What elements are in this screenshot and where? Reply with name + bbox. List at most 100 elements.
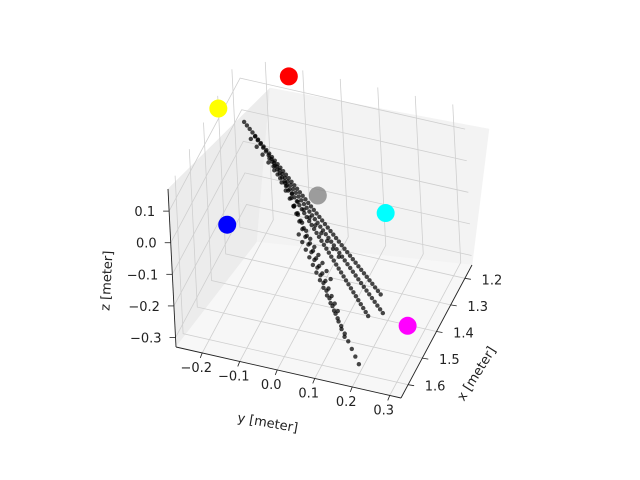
cloud-point	[286, 176, 291, 181]
cloud-point	[254, 144, 259, 149]
cloud-point	[345, 262, 350, 267]
cloud-point	[358, 267, 364, 272]
cloud-point	[299, 198, 304, 203]
cloud-point	[324, 238, 330, 244]
cloud-point	[329, 254, 334, 259]
cloud-point	[331, 258, 336, 263]
cloud-point	[331, 308, 337, 313]
cloud-point	[241, 119, 247, 125]
grid-line-y	[351, 95, 424, 388]
cloud-point	[296, 232, 301, 237]
cloud-point	[342, 331, 347, 336]
cloud-point	[294, 211, 299, 216]
cloud-point	[370, 281, 375, 287]
y-tick-label: −0.1	[218, 369, 250, 384]
x-tick	[422, 357, 429, 360]
cloud-point	[286, 188, 291, 193]
panes	[167, 87, 490, 399]
cloud-point	[336, 266, 341, 271]
grid-line-z	[171, 140, 469, 275]
cloud-point	[342, 334, 347, 339]
cloud-point	[248, 136, 254, 142]
x-tick-label: 1.2	[482, 273, 503, 288]
grid-line-x	[231, 69, 465, 279]
cloud-point	[324, 246, 329, 251]
y-tick	[387, 395, 391, 401]
cloud-point	[345, 249, 350, 255]
cloud-point	[324, 288, 329, 293]
cloud-point	[260, 145, 266, 150]
cloud-point	[313, 223, 318, 228]
cloud-point	[353, 273, 358, 278]
cloud-point	[331, 232, 336, 237]
cloud-point	[335, 316, 340, 321]
cloud-point	[300, 226, 305, 232]
cloud-point	[346, 339, 351, 344]
cloud-point	[319, 231, 324, 236]
cloud-point	[302, 210, 307, 216]
y-tick	[237, 361, 241, 367]
cloud-point	[334, 262, 339, 267]
cloud-point	[303, 234, 308, 240]
cloud-point	[326, 250, 332, 255]
cloud-point	[378, 292, 383, 297]
cloud-point	[328, 239, 334, 244]
grid-line-y	[201, 61, 274, 354]
cloud-point	[341, 274, 346, 279]
cloud-point	[316, 234, 322, 240]
point-cloud	[241, 119, 386, 367]
cloud-point	[338, 270, 344, 275]
grid-line-y	[276, 78, 349, 371]
cloud-point	[289, 179, 294, 184]
x-axis-label: x [meter]	[454, 344, 499, 404]
cloud-point	[321, 280, 326, 286]
x-tick	[464, 277, 471, 280]
cloud-point	[363, 309, 368, 315]
z-tick-label: −0.1	[127, 268, 159, 283]
cloud-point	[317, 214, 322, 220]
cloud-point	[348, 265, 353, 271]
cloud-point	[319, 218, 325, 223]
cloud-point	[316, 252, 321, 258]
cloud-point	[307, 215, 312, 220]
y-tick-label: −0.2	[180, 361, 212, 376]
cloud-point	[244, 123, 250, 128]
cloud-point	[321, 285, 326, 291]
cloud-point	[252, 134, 258, 139]
cloud-point	[347, 253, 353, 258]
cloud-point	[258, 141, 263, 147]
cloud-point	[342, 258, 347, 263]
cloud-point	[312, 216, 318, 222]
grid-line-z	[175, 204, 472, 338]
cloud-point	[350, 269, 356, 274]
cloud-point	[303, 197, 308, 202]
cloud-point	[364, 288, 369, 293]
back-pane-right	[256, 87, 490, 266]
cloud-point	[349, 346, 354, 352]
cloud-point	[308, 204, 314, 209]
cloud-point	[324, 293, 330, 298]
cloud-point	[358, 280, 364, 286]
cloud-point	[314, 230, 319, 236]
cloud-point	[306, 242, 311, 247]
cloud-point	[380, 310, 386, 316]
cloud-point	[328, 228, 333, 234]
axis-ticks: −0.2 −0.1 0.0 0.1 0.2 0.3 1.2 1.3 1.4 1.5 1.6 0.1 0.…	[127, 205, 503, 418]
cloud-point	[328, 276, 333, 282]
cloud-point	[361, 305, 366, 311]
cloud-point	[353, 260, 358, 265]
cloud-point	[353, 354, 358, 359]
cloud-point	[300, 239, 305, 245]
cloud-point	[343, 278, 349, 283]
cloud-point	[369, 295, 375, 301]
y-tick-label: 0.3	[373, 403, 394, 418]
cloud-point	[309, 249, 314, 255]
cloud-point	[375, 288, 381, 294]
cloud-point	[306, 218, 312, 224]
grid-line-x	[174, 175, 409, 386]
cloud-point	[297, 190, 303, 195]
cloud-point	[361, 284, 366, 289]
x-tick	[408, 384, 415, 387]
x-tick-label: 1.4	[453, 327, 474, 342]
grid-line-z	[170, 109, 467, 243]
